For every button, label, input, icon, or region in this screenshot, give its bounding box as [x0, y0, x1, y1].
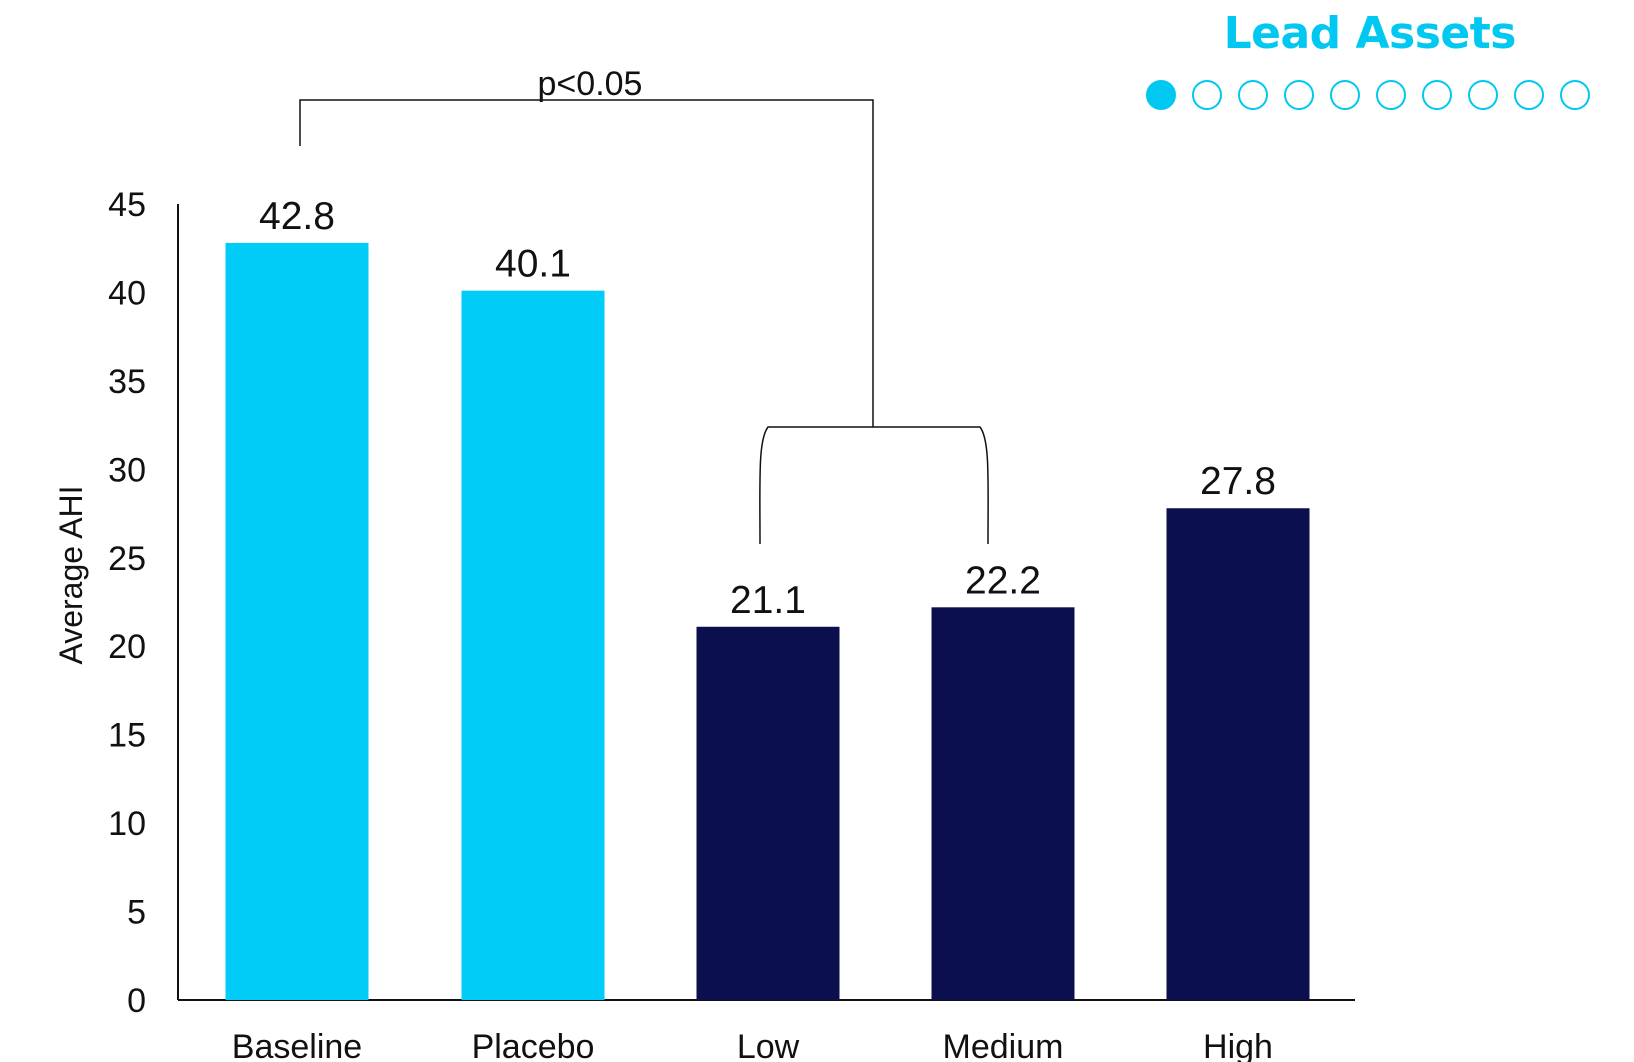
bar-medium [931, 607, 1075, 1000]
page-dot-7[interactable] [1422, 80, 1452, 110]
x-tick-label-low: Low [737, 1028, 800, 1062]
page-dot-6[interactable] [1376, 80, 1406, 110]
page-dot-8[interactable] [1468, 80, 1498, 110]
bar-low [696, 626, 840, 1000]
x-tick-label-medium: Medium [943, 1028, 1064, 1062]
page-dot-10[interactable] [1560, 80, 1590, 110]
bar-high [1166, 508, 1310, 1000]
page-dot-3[interactable] [1238, 80, 1268, 110]
data-label-baseline: 42.8 [259, 195, 335, 238]
y-tick-label: 35 [108, 363, 146, 401]
page-dot-1[interactable] [1146, 80, 1176, 110]
data-label-high: 27.8 [1200, 460, 1276, 503]
bar-placebo [461, 290, 605, 1001]
group-bracket [759, 426, 989, 545]
page-dot-5[interactable] [1330, 80, 1360, 110]
x-tick-label-high: High [1203, 1028, 1273, 1062]
data-label-low: 21.1 [730, 579, 806, 622]
y-axis-title: Average AHI [53, 485, 89, 664]
y-tick-label: 30 [108, 451, 146, 489]
y-tick-label: 5 [127, 894, 146, 932]
y-tick-label: 45 [108, 186, 146, 224]
significance-bracket [299, 99, 874, 427]
data-label-placebo: 40.1 [495, 243, 571, 286]
bar-baseline [225, 242, 369, 1001]
x-tick-label-placebo: Placebo [472, 1028, 595, 1062]
y-tick-label: 25 [108, 540, 146, 578]
y-tick-label: 0 [127, 982, 146, 1020]
y-tick-label: 20 [108, 628, 146, 666]
data-label-medium: 22.2 [965, 559, 1041, 602]
page-dot-2[interactable] [1192, 80, 1222, 110]
y-tick-label: 10 [108, 805, 146, 843]
page-title: Lead Assets [1223, 8, 1517, 59]
y-tick-label: 40 [108, 274, 146, 312]
x-tick-label-baseline: Baseline [232, 1028, 362, 1062]
y-tick-label: 15 [108, 717, 146, 755]
page-dot-9[interactable] [1514, 80, 1544, 110]
page-dot-4[interactable] [1284, 80, 1314, 110]
significance-label: p<0.05 [538, 65, 643, 103]
